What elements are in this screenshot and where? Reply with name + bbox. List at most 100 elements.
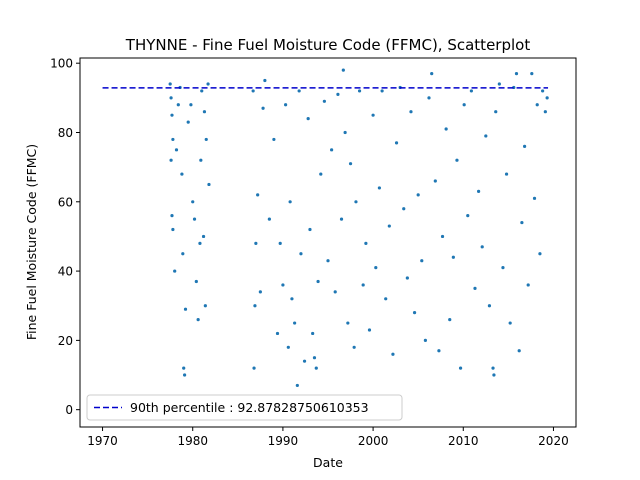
- data-point: [258, 290, 262, 294]
- x-axis-label: Date: [313, 455, 343, 470]
- data-point: [491, 366, 495, 370]
- data-point: [462, 103, 466, 107]
- data-point: [168, 82, 172, 86]
- data-point: [169, 158, 173, 162]
- data-point: [254, 241, 258, 245]
- data-point: [306, 117, 310, 121]
- y-tick-label: 100: [50, 57, 73, 71]
- data-point: [433, 179, 437, 183]
- data-point: [281, 283, 285, 287]
- data-point: [180, 172, 184, 176]
- data-point: [256, 193, 260, 197]
- data-point: [352, 345, 356, 349]
- data-point: [517, 349, 521, 353]
- data-point: [523, 144, 527, 148]
- data-point: [380, 89, 384, 93]
- data-point: [198, 241, 202, 245]
- data-point: [440, 234, 445, 239]
- data-point: [514, 71, 519, 76]
- data-point: [261, 106, 265, 110]
- data-point: [174, 148, 179, 152]
- data-point: [545, 96, 549, 100]
- data-point: [437, 349, 441, 353]
- data-point: [371, 113, 375, 117]
- data-point: [183, 373, 187, 377]
- data-point: [391, 352, 395, 356]
- data-point: [330, 148, 334, 152]
- data-point: [302, 359, 307, 363]
- data-point: [458, 366, 463, 370]
- data-point: [394, 141, 399, 145]
- data-point: [202, 110, 207, 114]
- data-point: [263, 78, 267, 83]
- data-point: [416, 193, 420, 197]
- data-point: [189, 103, 193, 107]
- data-point: [267, 217, 271, 221]
- data-point: [297, 89, 301, 93]
- legend-label: 90th percentile : 92.87828750610353: [130, 400, 369, 415]
- data-point: [361, 283, 365, 287]
- data-point: [538, 252, 542, 256]
- data-point: [469, 89, 473, 93]
- data-point: [312, 356, 317, 360]
- data-point: [173, 269, 177, 273]
- data-point: [183, 307, 188, 311]
- data-point: [286, 345, 290, 349]
- data-point: [293, 321, 297, 325]
- data-point: [374, 266, 378, 270]
- y-axis-label: Fine Fuel Moisture Code (FFMC): [24, 144, 39, 340]
- y-tick-label: 60: [58, 195, 73, 209]
- data-point: [200, 89, 204, 93]
- data-point: [346, 321, 350, 325]
- plot-frame: [79, 57, 577, 428]
- data-point: [316, 279, 320, 284]
- data-point: [543, 110, 547, 114]
- data-point: [336, 92, 340, 96]
- data-point: [448, 317, 452, 322]
- data-point: [191, 200, 195, 204]
- data-point: [203, 304, 207, 308]
- data-point: [182, 366, 186, 370]
- data-point: [192, 217, 197, 221]
- y-tick-label: 40: [58, 265, 73, 279]
- data-point: [207, 182, 211, 187]
- data-point: [354, 200, 358, 204]
- data-point: [492, 373, 496, 377]
- data-point: [204, 137, 208, 142]
- data-point: [290, 297, 294, 301]
- y-tick-label: 20: [58, 334, 73, 348]
- data-point: [199, 158, 203, 162]
- data-point: [253, 304, 257, 308]
- data-point: [384, 297, 388, 301]
- data-point: [364, 241, 368, 245]
- data-point: [532, 196, 537, 200]
- data-point: [405, 276, 409, 280]
- data-point: [333, 290, 337, 294]
- x-tick-label: 2000: [358, 434, 389, 448]
- data-point: [295, 383, 299, 388]
- data-point: [288, 200, 292, 204]
- data-point: [526, 283, 530, 287]
- data-point: [194, 279, 198, 284]
- data-point: [423, 338, 427, 342]
- data-point: [311, 331, 315, 336]
- data-point: [339, 217, 344, 221]
- data-point: [497, 82, 501, 86]
- data-point: [251, 89, 255, 93]
- data-point: [466, 214, 470, 218]
- data-point: [196, 317, 200, 322]
- data-point: [357, 89, 362, 93]
- data-point: [322, 99, 326, 103]
- data-point: [427, 96, 431, 100]
- data-point: [170, 113, 174, 117]
- data-point: [272, 137, 276, 142]
- data-point: [252, 366, 256, 370]
- data-point: [530, 71, 534, 76]
- data-point: [420, 259, 424, 263]
- data-points: [168, 68, 549, 388]
- plot-area: [80, 58, 576, 427]
- data-point: [308, 227, 312, 232]
- data-point: [377, 186, 381, 190]
- data-point: [508, 321, 512, 325]
- data-point: [275, 331, 280, 336]
